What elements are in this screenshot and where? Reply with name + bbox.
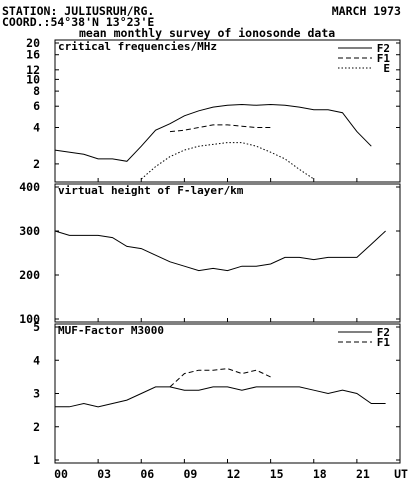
series-line-f2 — [55, 386, 386, 408]
plot-frame — [54, 39, 401, 183]
y-tick-label: 8 — [33, 84, 40, 98]
y-tick-label: 12 — [26, 63, 40, 77]
series-line-height — [54, 230, 386, 272]
y-tick-label: 3 — [33, 387, 40, 401]
x-tick-label: 12 — [227, 467, 241, 480]
y-tick-label: 4 — [33, 353, 40, 367]
y-tick-label: 300 — [19, 224, 40, 238]
x-tick-label: 15 — [270, 467, 284, 480]
x-tick-label: 21 — [356, 467, 370, 480]
x-tick-label: 09 — [183, 467, 197, 480]
y-tick-label: 16 — [26, 48, 40, 62]
y-tick-label: 5 — [33, 320, 40, 334]
panel-title: MUF-Factor M3000 — [58, 324, 164, 337]
x-tick-label: 18 — [313, 467, 327, 480]
legend-label-f1: F1 — [377, 52, 391, 65]
virtual-height-panel: virtual height of F-layer/km 400 300 200 100 — [19, 180, 401, 326]
y-tick-label: 1 — [33, 453, 40, 467]
date-label: MARCH 1973 — [332, 4, 401, 18]
y-tick-label: 2 — [33, 157, 40, 171]
y-tick-label: 100 — [19, 312, 40, 326]
coord-label: COORD.:54°38'N 13°23'E — [2, 15, 154, 29]
series-line-e — [140, 142, 315, 180]
plot-frame — [54, 183, 401, 323]
legend-label-e: E — [383, 62, 390, 75]
subtitle: mean monthly survey of ionosonde data — [79, 26, 335, 40]
legend-label-f2: F2 — [377, 42, 390, 55]
panel-title: virtual height of F-layer/km — [58, 184, 244, 197]
x-tick-label: 00 — [54, 467, 68, 480]
y-tick-label: 6 — [33, 99, 40, 113]
y-tick-label: 2 — [33, 420, 40, 434]
y-tick-label: 200 — [19, 268, 40, 282]
x-tick-label: 06 — [140, 467, 154, 480]
panel-title: critical frequencies/MHz — [58, 40, 217, 53]
legend-label-f2: F2 — [377, 326, 390, 339]
station-label: STATION: JULIUSRUH/RG. — [2, 4, 154, 18]
series-line-f1 — [169, 124, 271, 133]
x-tick-label: UT — [394, 467, 408, 480]
plot-frame — [54, 323, 401, 464]
legend-label-f1: F1 — [377, 336, 391, 349]
series-line-f2 — [54, 103, 372, 162]
y-tick-label: 4 — [33, 121, 40, 135]
y-tick-label: 10 — [26, 72, 40, 86]
y-tick-label: 20 — [26, 36, 40, 50]
x-tick-label: 03 — [97, 467, 111, 480]
y-tick-label: 400 — [19, 180, 40, 194]
series-line-f1 — [169, 368, 271, 388]
